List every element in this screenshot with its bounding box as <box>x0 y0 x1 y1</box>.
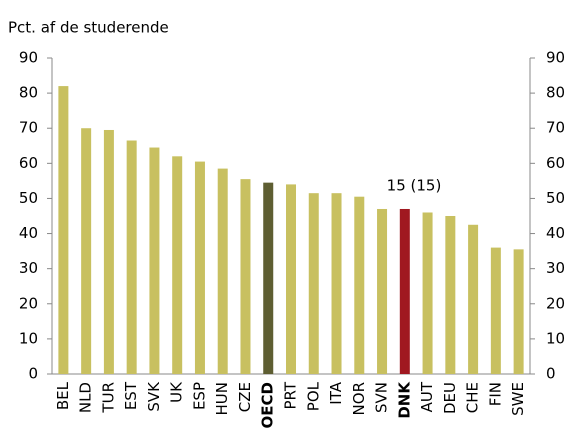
bar <box>286 184 296 374</box>
x-tick-label: NLD <box>77 382 95 413</box>
y-tick-label: 10 <box>19 329 38 347</box>
x-tick-label: SVK <box>145 381 163 412</box>
y-tick-label: 70 <box>19 119 38 137</box>
x-tick-label: DNK <box>395 381 413 419</box>
x-tick-label: PRT <box>282 381 300 409</box>
bar <box>263 182 274 374</box>
x-tick-label: BEL <box>54 381 72 410</box>
y2-tick-label: 80 <box>546 84 565 102</box>
y2-tick-label: 10 <box>546 329 565 347</box>
bar <box>58 86 69 374</box>
y-tick-label: 60 <box>19 154 38 172</box>
x-tick-label: CHE <box>464 382 482 413</box>
bar <box>513 249 524 374</box>
bar <box>103 129 114 374</box>
x-tick-label: OECD <box>259 382 277 428</box>
bar <box>81 128 92 374</box>
x-tick-label: UK <box>168 381 186 403</box>
bar <box>172 156 183 374</box>
bar <box>126 140 137 374</box>
bar <box>354 196 365 374</box>
y-tick-label: 30 <box>19 259 38 277</box>
x-tick-label: POL <box>304 381 322 411</box>
x-tick-label: EST <box>122 381 140 410</box>
x-tick-label: FIN <box>486 382 504 406</box>
x-tick-label: CZE <box>236 382 254 412</box>
x-tick-label: HUN <box>213 382 231 415</box>
bar <box>308 193 319 374</box>
bar <box>422 212 433 374</box>
bar <box>194 161 205 374</box>
y-tick-label: 80 <box>19 84 38 102</box>
x-tick-label: SWE <box>509 382 527 416</box>
bar <box>149 147 160 374</box>
y2-tick-label: 60 <box>546 154 565 172</box>
y-tick-label: 40 <box>19 224 38 242</box>
y2-tick-label: 90 <box>546 49 565 67</box>
y2-tick-label: 50 <box>546 189 565 207</box>
x-tick-label: DEU <box>441 382 459 414</box>
x-tick-label: AUT <box>418 381 436 412</box>
bar <box>217 168 228 374</box>
annotation: 15 (15) <box>387 177 442 195</box>
x-tick-label: ESP <box>190 382 208 410</box>
y2-tick-label: 0 <box>546 365 556 383</box>
bar <box>399 208 410 374</box>
bar <box>468 224 479 374</box>
y-axis-label: Pct. af de studerende <box>8 19 169 37</box>
y2-tick-label: 30 <box>546 259 565 277</box>
y-tick-label: 20 <box>19 294 38 312</box>
x-tick-label: SVN <box>373 382 391 413</box>
y2-tick-label: 70 <box>546 119 565 137</box>
x-tick-label: ITA <box>327 381 345 404</box>
y-tick-label: 90 <box>19 49 38 67</box>
x-tick-label: NOR <box>350 382 368 415</box>
y-tick-label: 50 <box>19 189 38 207</box>
bar <box>490 247 501 374</box>
y-tick-label: 0 <box>28 365 38 383</box>
bar <box>331 193 342 374</box>
bar <box>240 179 251 374</box>
bar <box>445 216 456 374</box>
x-tick-label: TUR <box>99 382 117 414</box>
y2-tick-label: 40 <box>546 224 565 242</box>
bar <box>377 208 388 374</box>
y2-tick-label: 20 <box>546 294 565 312</box>
